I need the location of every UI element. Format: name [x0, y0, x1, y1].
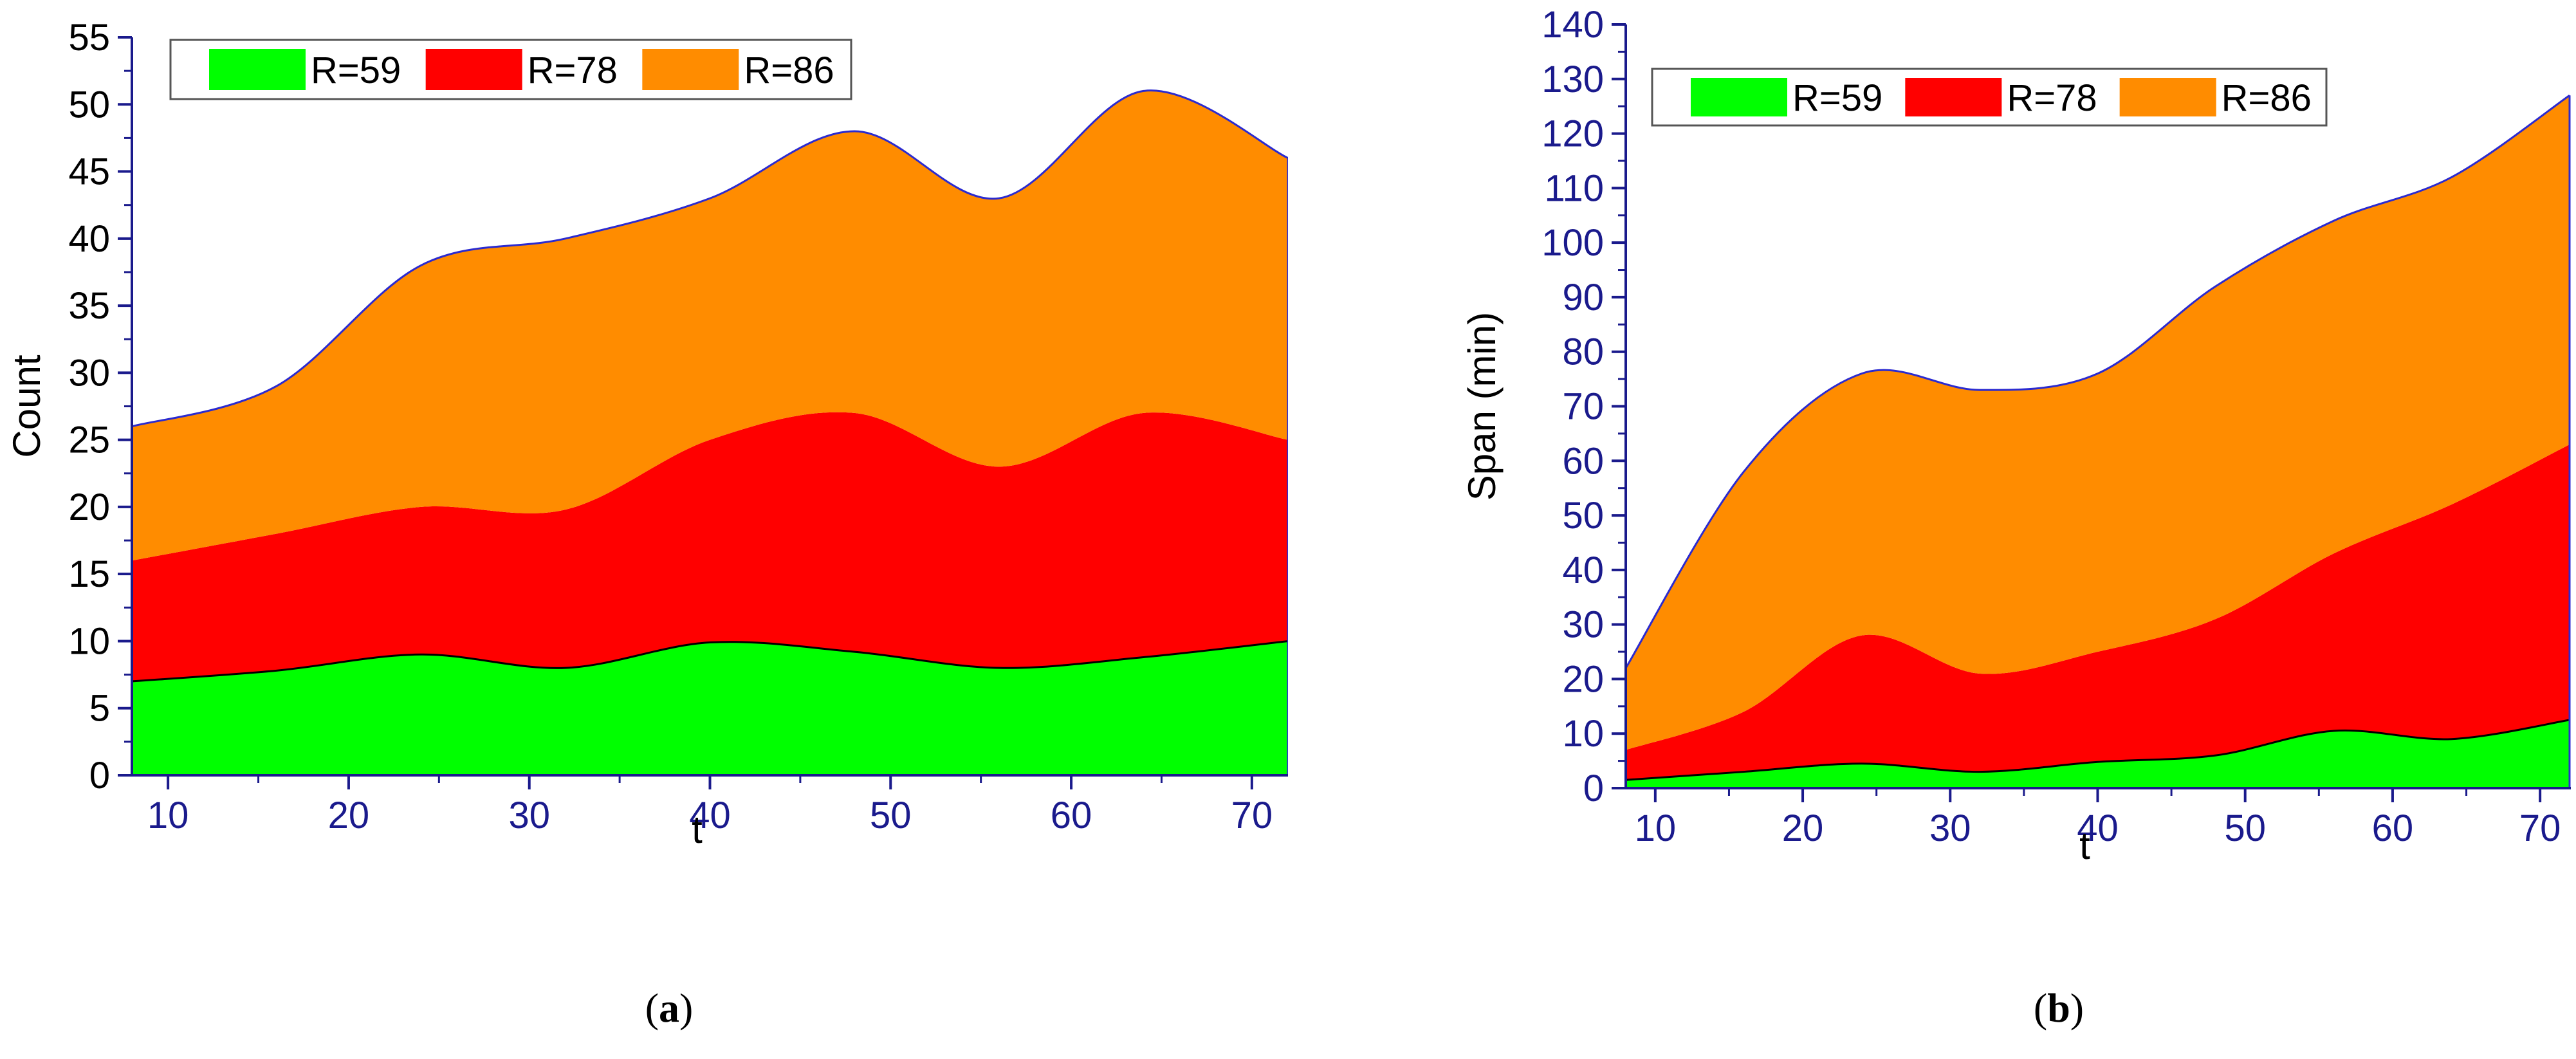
x-tick-label: 10: [147, 795, 189, 836]
y-axis-label: Span (min): [1460, 312, 1504, 501]
y-tick-label: 40: [1562, 549, 1604, 591]
y-tick-label: 80: [1562, 331, 1604, 373]
x-tick-label: 20: [1782, 807, 1824, 849]
y-tick-label: 70: [1562, 386, 1604, 428]
legend-swatch-r59: [209, 49, 306, 90]
x-tick-label: 50: [870, 795, 912, 836]
legend-swatch-r78: [425, 49, 522, 90]
line-r59-top: [131, 640, 1288, 683]
y-tick-label: 20: [1562, 658, 1604, 700]
area-r86: [132, 90, 1288, 561]
y-tick-label: 50: [68, 84, 110, 125]
legend-label-r59: R=59: [311, 50, 401, 91]
y-tick-label: 100: [1541, 222, 1604, 264]
legend-swatch-r59: [1691, 78, 1787, 116]
x-tick-label: 30: [508, 795, 550, 836]
y-tick-label: 45: [68, 151, 110, 193]
x-tick-label: 30: [1929, 807, 1971, 849]
x-axis-label: t: [692, 808, 703, 851]
x-tick-label: 40: [689, 795, 731, 836]
y-tick-label: 5: [89, 688, 110, 730]
x-tick-label: 50: [2224, 807, 2266, 849]
legend: R=59 R=78 R=86: [1651, 68, 2328, 127]
caption-a-letter: a: [659, 985, 679, 1031]
y-axis-label: Count: [5, 355, 48, 457]
legend-swatch-r78: [1905, 78, 2002, 116]
y-tick-label: 50: [1562, 495, 1604, 537]
caption-a: (a): [645, 985, 694, 1031]
legend-label-r86: R=86: [2222, 77, 2312, 119]
y-tick-label: 35: [68, 285, 110, 327]
chart-a: 0 5 10 15 20 25 30 35 40 45 50 55 10 20 30 40 50 60 70 t Cou…: [5, 17, 1288, 851]
y-tick-label: 25: [68, 419, 110, 461]
legend-label-r59: R=59: [1792, 77, 1882, 119]
legend-label-r86: R=86: [744, 50, 834, 91]
y-tick-label: 110: [1545, 167, 1604, 209]
y-tick-label: 60: [1562, 440, 1604, 482]
y-tick-label: 0: [1583, 768, 1604, 809]
legend: R=59 R=78 R=86: [169, 39, 852, 100]
line-r59-top: [1625, 719, 2570, 781]
area-r78: [1626, 444, 2570, 780]
legend-label-r78: R=78: [2007, 77, 2097, 119]
y-tick-label: 10: [68, 620, 110, 662]
y-tick-label: 15: [68, 553, 110, 595]
x-axis-label: t: [2079, 824, 2090, 867]
y-tick-label: 120: [1541, 113, 1604, 155]
line-total-top: [1624, 94, 2570, 669]
caption-b: (b): [2033, 985, 2084, 1031]
line-total-top: [131, 89, 1288, 428]
x-tick-label: 20: [328, 795, 370, 836]
y-tick-label: 55: [68, 17, 110, 59]
y-tick-label: 40: [68, 218, 110, 260]
chart-b: 0 10 20 30 40 50 60 70 80 90 100 110 120 130 140 10 20 30…: [1460, 4, 2571, 867]
y-tick-label: 90: [1562, 277, 1604, 318]
y-tick-label: 130: [1541, 59, 1604, 100]
area-r59: [1626, 720, 2570, 788]
caption-b-letter: b: [2047, 985, 2070, 1031]
y-tick-label: 20: [68, 486, 110, 528]
x-tick-label: 40: [2077, 807, 2119, 849]
legend-swatch-r86: [642, 49, 739, 90]
x-tick-label: 70: [1231, 795, 1273, 836]
area-r59: [132, 641, 1288, 775]
x-tick-label: 60: [2372, 807, 2414, 849]
y-tick-label: 0: [89, 755, 110, 797]
y-tick-label: 30: [1562, 604, 1604, 646]
x-tick-label: 60: [1051, 795, 1092, 836]
area-r78: [132, 412, 1288, 682]
y-tick-label: 10: [1562, 713, 1604, 755]
x-tick-label: 70: [2519, 807, 2561, 849]
x-tick-label: 10: [1635, 807, 1677, 849]
y-tick-label: 30: [68, 352, 110, 394]
area-r86: [1626, 95, 2570, 750]
y-tick-label: 140: [1541, 4, 1604, 46]
legend-label-r78: R=78: [528, 50, 618, 91]
legend-swatch-r86: [2119, 78, 2216, 116]
